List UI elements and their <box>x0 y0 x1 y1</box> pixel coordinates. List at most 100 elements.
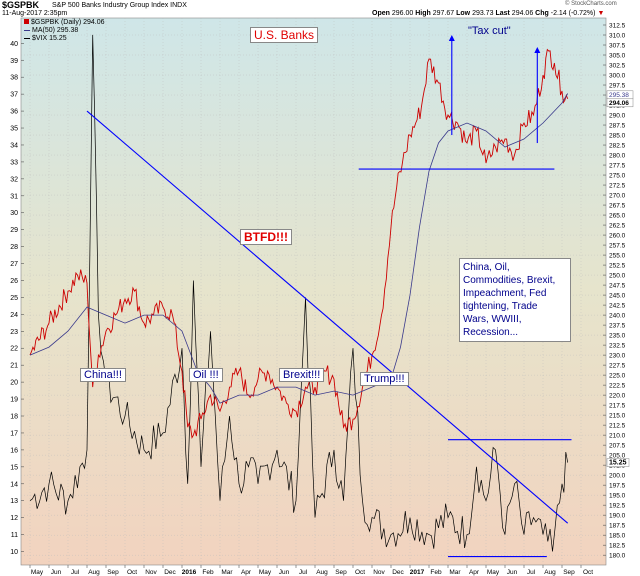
left-tick-label: 14 <box>10 481 18 488</box>
tax-cut-arrow-head <box>448 35 455 42</box>
x-tick-label: Nov <box>145 569 157 576</box>
legend: $GSPBK (Daily) 294.06 MA(50) 295.38 $VIX… <box>24 19 105 43</box>
left-tick-label: 20 <box>10 380 18 387</box>
x-tick-label: Feb <box>430 569 442 576</box>
right-tick-label: 210.0 <box>609 433 626 440</box>
right-tick-label: 262.5 <box>609 223 626 230</box>
x-tick-label: May <box>259 569 272 576</box>
low-value: 293.73 <box>472 10 494 17</box>
left-tick-label: 22 <box>10 346 18 353</box>
right-tick-label: 287.5 <box>609 123 626 130</box>
left-tick-label: 12 <box>10 515 18 522</box>
left-tick-label: 33 <box>10 159 18 166</box>
annotation-trump: Trump!!! <box>360 372 409 386</box>
right-tick-label: 187.5 <box>609 523 626 530</box>
legend-ma-label: MA(50) 295.38 <box>32 27 79 34</box>
right-tick-label: 280.0 <box>609 153 626 160</box>
annotation-oil: Oil !!! <box>189 368 223 382</box>
high-value: 297.67 <box>432 10 455 17</box>
right-tick-label: 235.0 <box>609 333 626 340</box>
x-tick-label: Aug <box>544 569 556 576</box>
header-index-name: S&P 500 Banks Industry Group Index INDX <box>52 2 187 9</box>
right-tick-label: 312.5 <box>609 23 626 30</box>
left-tick-label: 28 <box>10 244 18 251</box>
right-tick-label: 240.0 <box>609 313 626 320</box>
left-tick-label: 16 <box>10 447 18 454</box>
right-tick-label: 275.0 <box>609 173 626 180</box>
header-exchange: INDX <box>170 2 187 9</box>
chg-down-icon: ▼ <box>597 10 605 17</box>
left-tick-label: 39 <box>10 58 18 65</box>
right-tick-label: 195.0 <box>609 493 626 500</box>
left-tick-label: 26 <box>10 278 18 285</box>
right-tick-label: 182.5 <box>609 543 626 550</box>
left-tick-label: 34 <box>10 142 18 149</box>
x-tick-label: Jun <box>51 569 62 576</box>
header-symbol: $GSPBK <box>2 0 40 10</box>
watermark: © StockCharts.com <box>565 1 617 7</box>
right-tick-label: 285.0 <box>609 133 626 140</box>
left-tick-label: 15 <box>10 464 18 471</box>
legend-vix-swatch <box>24 37 30 39</box>
last-value: 294.06 <box>511 10 534 17</box>
annotation-china: China!!! <box>80 368 126 382</box>
high-label: High <box>415 10 431 17</box>
left-tick-label: 10 <box>10 549 18 556</box>
x-tick-label: Jun <box>507 569 518 576</box>
x-tick-label: May <box>487 569 500 576</box>
x-axis: May Jun Jul Aug Sep Oct Nov Dec 2016 Feb Mar Apr May… <box>29 565 593 576</box>
right-tick-label: 180.0 <box>609 553 626 560</box>
price-value-box <box>606 98 634 108</box>
right-tick-label: 247.5 <box>609 283 626 290</box>
x-tick-label: Apr <box>241 569 252 576</box>
right-tick-label: 230.0 <box>609 353 626 360</box>
right-tick-label: 300.0 <box>609 73 626 80</box>
left-tick-label: 21 <box>10 363 18 370</box>
right-axis: 180.0 182.5 185.0 187.5 190.0 192.5 195.0 197.5… <box>603 23 626 560</box>
x-tick-label: Apr <box>469 569 480 576</box>
left-tick-label: 18 <box>10 414 18 421</box>
open-value: 296.00 <box>391 10 414 17</box>
right-tick-label: 225.0 <box>609 373 626 380</box>
left-tick-label: 17 <box>10 430 18 437</box>
series-layer <box>29 34 569 552</box>
right-tick-label: 242.5 <box>609 303 626 310</box>
annotation-brexit: Brexit!!! <box>279 368 325 382</box>
right-tick-label: 192.5 <box>609 503 626 510</box>
right-tick-label: 190.0 <box>609 513 626 520</box>
right-tick-label: 232.5 <box>609 343 626 350</box>
left-tick-label: 32 <box>10 176 18 183</box>
legend-item-ma: MA(50) 295.38 <box>24 27 105 35</box>
vix-line <box>29 34 569 552</box>
left-tick-label: 35 <box>10 126 18 133</box>
x-tick-label: Oct <box>355 569 365 576</box>
right-tick-label: 267.5 <box>609 203 626 210</box>
annotation-box: China, Oil, Commodities, Brexit, Impeach… <box>459 258 571 342</box>
right-tick-label: 270.0 <box>609 193 626 200</box>
x-tick-label: 2017 <box>410 569 425 576</box>
price-value-label: 294.06 <box>609 100 629 107</box>
left-axis: 10 11 12 13 14 15 16 17 18 19 20 21 22 23 24 25 26 27 28 29… <box>10 41 24 556</box>
right-tick-label: 215.0 <box>609 413 626 420</box>
right-tick-label: 282.5 <box>609 143 626 150</box>
x-tick-label: Mar <box>449 569 461 576</box>
left-tick-label: 13 <box>10 498 18 505</box>
right-tick-label: 185.0 <box>609 533 626 540</box>
x-tick-label: Nov <box>373 569 385 576</box>
annotation-tax-cut: "Tax cut" <box>468 25 511 37</box>
right-tick-label: 310.0 <box>609 33 626 40</box>
right-tick-label: 207.5 <box>609 443 626 450</box>
x-tick-label: Dec <box>392 569 404 576</box>
right-tick-label: 222.5 <box>609 383 626 390</box>
left-tick-label: 19 <box>10 397 18 404</box>
legend-vix-label: $VIX 15.25 <box>32 35 67 42</box>
annotation-btfd: BTFD!!! <box>240 229 292 245</box>
header-timestamp: 11-Aug-2017 2:35pm <box>2 10 68 17</box>
x-tick-label: May <box>31 569 44 576</box>
right-tick-label: 200.0 <box>609 473 626 480</box>
header-quote: Open 296.00 High 297.67 Low 293.73 Last … <box>372 10 604 17</box>
chg-label: Chg <box>535 10 549 17</box>
ma50-line <box>29 93 569 404</box>
left-tick-label: 30 <box>10 210 18 217</box>
